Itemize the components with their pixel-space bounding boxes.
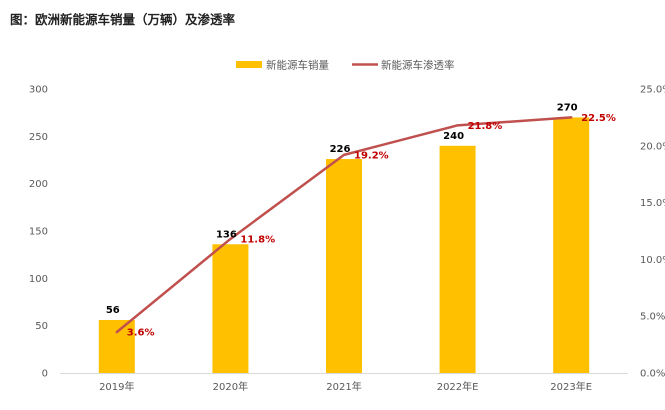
right-tick-label: 10.0% <box>640 255 665 266</box>
right-tick-label: 5.0% <box>640 312 665 323</box>
x-axis: 2019年 2020年 2021年 2022年E 2023年E <box>60 373 628 393</box>
sales-bar <box>326 159 362 373</box>
legend-swatch-sales <box>236 61 262 68</box>
penetration-value-label: 11.8% <box>240 234 275 245</box>
sales-bar <box>98 319 135 373</box>
left-tick-label: 0 <box>42 369 48 380</box>
left-tick-label: 100 <box>29 274 48 285</box>
right-tick-label: 15.0% <box>640 198 665 209</box>
x-tick-label: 2023年E <box>550 380 592 393</box>
sales-value-label: 270 <box>557 102 578 113</box>
left-tick-label: 250 <box>29 132 48 143</box>
penetration-value-label: 22.5% <box>581 113 616 124</box>
x-tick-label: 2021年 <box>326 380 361 393</box>
legend-label-penetration: 新能源车渗透率 <box>381 59 455 72</box>
penetration-value-label: 21.8% <box>468 121 503 132</box>
sales-value-label: 240 <box>443 131 464 142</box>
x-tick-label: 2020年 <box>213 380 248 393</box>
sales-bar <box>439 145 476 373</box>
legend-label-sales: 新能源车销量 <box>266 59 329 72</box>
left-tick-label: 50 <box>35 321 48 332</box>
left-tick-label: 200 <box>29 179 48 190</box>
penetration-line <box>115 116 573 334</box>
data-labels: 56 136 226 240 270 3.6% 11.8% 19.2% 21.8% 22.5% <box>106 102 616 338</box>
left-axis: 0 50 100 150 200 250 300 <box>29 85 48 380</box>
sales-bar <box>553 117 590 374</box>
sales-value-label: 136 <box>216 229 237 240</box>
sales-bar <box>212 244 249 373</box>
left-tick-label: 150 <box>29 227 48 238</box>
right-tick-label: 20.0% <box>640 141 665 152</box>
x-tick-label: 2022年E <box>437 380 479 393</box>
legend: 新能源车销量 新能源车渗透率 <box>236 59 455 72</box>
x-tick-label: 2019年 <box>99 380 134 393</box>
right-tick-label: 25.0% <box>640 85 665 96</box>
penetration-value-label: 19.2% <box>354 150 389 161</box>
left-tick-label: 300 <box>29 85 48 96</box>
sales-value-label: 226 <box>330 144 351 155</box>
sales-value-label: 56 <box>106 305 120 316</box>
right-tick-label: 0.0% <box>640 369 665 380</box>
chart-title: 图：欧洲新能源车销量（万辆）及渗透率 <box>10 12 236 27</box>
penetration-value-label: 3.6% <box>127 328 155 339</box>
penetration-series-line <box>115 116 573 334</box>
bars <box>98 117 590 374</box>
right-axis: 0.0% 5.0% 10.0% 15.0% 20.0% 25.0% <box>640 85 665 380</box>
